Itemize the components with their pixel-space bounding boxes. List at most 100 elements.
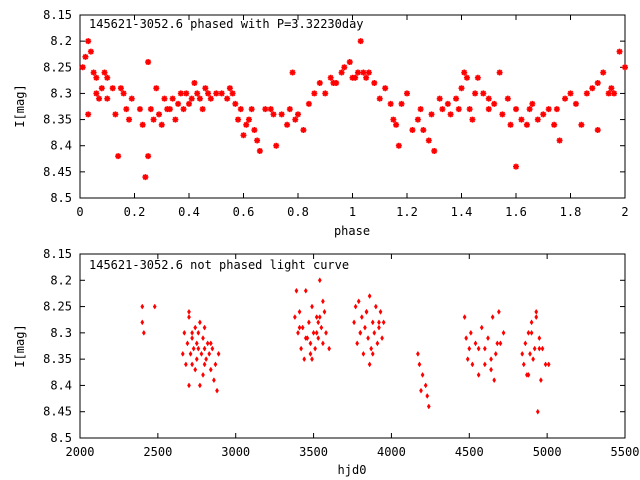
- phased-data-point: [286, 106, 293, 113]
- phased-data-point: [96, 95, 103, 102]
- phased-data-point: [553, 106, 560, 113]
- unphased-data-point: [532, 345, 537, 352]
- unphased-chart: 2000 2500 3000 3500 4000 4500 5000 5500 8.15 8.2 8…: [13, 247, 639, 477]
- phased-data-point: [469, 116, 476, 123]
- phased-data-point: [278, 111, 285, 118]
- phased-data-point: [417, 106, 424, 113]
- unphased-ytick-label: 8.4: [50, 378, 72, 392]
- phased-data-point: [213, 90, 220, 97]
- unphased-data-point: [534, 308, 539, 315]
- phased-ytick-label: 8.5: [50, 191, 72, 205]
- phased-data-point: [365, 69, 372, 76]
- unphased-data-point: [498, 340, 503, 347]
- unphased-data-point: [215, 387, 219, 394]
- phased-data-point: [393, 121, 400, 128]
- phased-data-point: [169, 95, 176, 102]
- unphased-data-point: [321, 298, 325, 305]
- phased-data-point: [589, 85, 596, 92]
- phased-data-point: [562, 95, 569, 102]
- unphased-data-point: [381, 319, 386, 326]
- phased-xtick-label: 0.4: [178, 205, 200, 219]
- phased-ylabel: I[mag]: [13, 84, 27, 127]
- phased-data-point: [439, 106, 446, 113]
- phased-data-point: [245, 116, 252, 123]
- phased-data-point: [153, 85, 160, 92]
- unphased-data-point: [296, 329, 300, 336]
- unphased-ticks: 2000 2500 3000 3500 4000 4500 5000 5500 8.15 8.2 8…: [43, 247, 639, 459]
- phased-data-point: [123, 106, 130, 113]
- phased-title: 145621-3052.6 phased with P=3.32230day: [89, 17, 364, 31]
- unphased-data-point: [361, 350, 366, 357]
- phased-data-point: [256, 147, 263, 154]
- unphased-data-point: [373, 303, 378, 310]
- phased-data-point: [534, 116, 541, 123]
- phased-data-point: [545, 106, 552, 113]
- phased-data-point: [82, 53, 89, 60]
- unphased-data-point: [359, 314, 364, 321]
- unphased-data-point: [353, 303, 358, 310]
- phased-data-point: [425, 137, 432, 144]
- unphased-data-point: [476, 371, 481, 378]
- unphased-data-point: [190, 335, 195, 342]
- unphased-data-point: [425, 392, 430, 399]
- phased-data-point: [622, 64, 628, 71]
- phased-data-point: [333, 79, 340, 86]
- unphased-data-point: [193, 324, 198, 331]
- unphased-data-point: [462, 314, 467, 321]
- unphased-data-point: [297, 324, 302, 331]
- phased-data-point: [480, 90, 487, 97]
- unphased-data-point: [310, 356, 314, 363]
- phased-data-point: [499, 111, 506, 118]
- unphased-data-point: [489, 366, 493, 373]
- phased-data-point: [226, 85, 233, 92]
- phased-data-point: [600, 69, 607, 76]
- phased-data-point: [136, 106, 143, 113]
- unphased-data-point: [314, 314, 319, 321]
- phased-data-point: [395, 142, 402, 149]
- phased-ytick-label: 8.3: [50, 86, 72, 100]
- unphased-data-point: [187, 382, 191, 389]
- unphased-data-point: [534, 314, 539, 321]
- unphased-data-point: [537, 345, 542, 352]
- unphased-data-point: [180, 350, 185, 357]
- unphased-data-point: [369, 345, 374, 352]
- phased-data-point: [496, 69, 503, 76]
- unphased-data-point: [201, 335, 205, 342]
- phased-ytick-label: 8.15: [43, 8, 72, 22]
- phased-data-point: [551, 121, 558, 128]
- unphased-xtick-label: 2000: [66, 445, 95, 459]
- phased-data-point: [254, 137, 261, 144]
- unphased-data-point: [378, 308, 383, 315]
- phased-data-point: [166, 106, 173, 113]
- unphased-ytick-label: 8.45: [43, 405, 72, 419]
- unphased-data-point: [183, 361, 188, 368]
- unphased-data-point: [316, 319, 321, 326]
- phased-data-point: [341, 64, 348, 71]
- unphased-data-point: [187, 314, 191, 321]
- phased-data-point: [398, 100, 405, 107]
- unphased-data-point: [416, 350, 420, 357]
- unphased-data-point: [317, 314, 322, 321]
- unphased-data-point: [300, 324, 305, 331]
- unphased-data-point: [216, 350, 221, 357]
- phased-data-point: [175, 100, 182, 107]
- unphased-data-point: [303, 287, 308, 294]
- phased-data-point: [237, 106, 244, 113]
- phased-xtick-label: 0.2: [124, 205, 146, 219]
- phased-plot-frame: [79, 14, 626, 199]
- unphased-data-point: [355, 340, 360, 347]
- unphased-data-point: [468, 329, 473, 336]
- phased-data-point: [270, 111, 277, 118]
- phased-xtick-label: 1.2: [396, 205, 418, 219]
- unphased-data-point: [526, 371, 531, 378]
- phased-data-point: [357, 38, 364, 45]
- phased-data-point: [188, 95, 195, 102]
- unphased-data-point: [535, 408, 540, 415]
- phased-data-point: [248, 106, 255, 113]
- phased-data-point: [240, 132, 247, 139]
- phased-data-point: [128, 95, 135, 102]
- phased-data-point: [414, 116, 421, 123]
- phased-data-point: [338, 69, 345, 76]
- phased-data-point: [474, 74, 481, 81]
- phased-data-point: [316, 79, 323, 86]
